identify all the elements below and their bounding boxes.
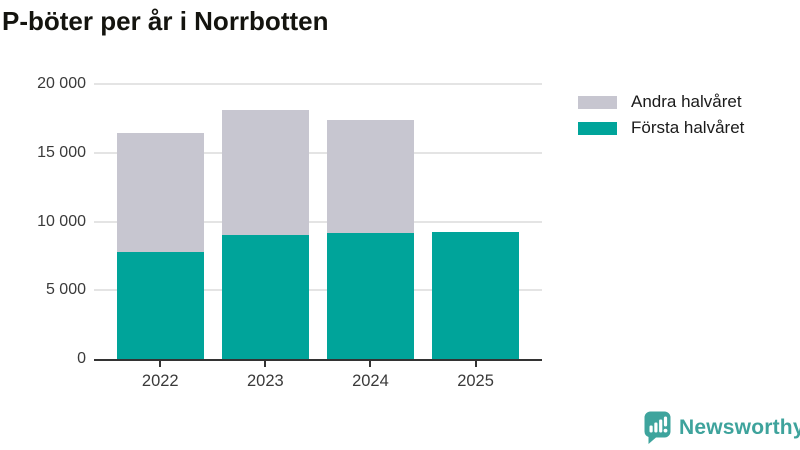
x-axis-tick-2025 xyxy=(474,361,477,367)
legend-label: Andra halvåret xyxy=(631,92,742,111)
legend: Andra halvåret Första halvåret xyxy=(578,92,745,137)
newsworthy-logo[interactable]: Newsworthy xyxy=(644,411,800,445)
x-axis-baseline xyxy=(94,359,542,361)
x-axis-tick-2024 xyxy=(369,361,372,367)
gridline-15000 xyxy=(94,151,542,154)
chart-title: P-böter per år i Norrbotten xyxy=(2,6,329,36)
x-axis-tick-2023 xyxy=(264,361,267,367)
bar-segment-first-half-2022 xyxy=(116,251,204,359)
legend-swatch-second_half xyxy=(578,95,617,109)
legend-label: Första halvåret xyxy=(631,118,745,137)
x-axis-tick-label: 2022 xyxy=(141,372,179,390)
legend-item-first_half: Första halvåret xyxy=(578,118,745,137)
legend-item-second_half: Andra halvåret xyxy=(578,92,744,111)
y-axis-tick-label: 15 000 xyxy=(37,143,86,161)
y-axis-tick-label: 20 000 xyxy=(37,75,86,92)
bar-chart-speech-bubble-icon xyxy=(644,411,672,445)
y-axis-tick-label: 5 000 xyxy=(45,281,86,299)
legend-swatch-first_half xyxy=(578,121,617,135)
x-axis-tick-2022 xyxy=(159,361,162,367)
newsworthy-logo-text: Newsworthy xyxy=(679,416,800,439)
bar-segment-second-half-2024 xyxy=(326,119,415,233)
y-axis-tick-label: 0 xyxy=(77,350,86,367)
x-axis-tick-label: 2025 xyxy=(457,372,494,390)
bar-segment-first-half-2023 xyxy=(221,235,310,359)
gridline-5000 xyxy=(94,289,542,292)
bar-segment-second-half-2023 xyxy=(221,110,310,236)
y-axis-tick-label: 10 000 xyxy=(37,212,86,230)
bar-segment-second-half-2022 xyxy=(116,132,204,252)
gridline-20000 xyxy=(94,83,542,85)
x-axis-tick-label: 2023 xyxy=(246,372,284,390)
bar-segment-first-half-2024 xyxy=(326,232,415,359)
x-axis-tick-label: 2024 xyxy=(352,372,389,390)
gridline-10000 xyxy=(94,220,542,223)
bar-segment-first-half-2025 xyxy=(431,231,520,359)
